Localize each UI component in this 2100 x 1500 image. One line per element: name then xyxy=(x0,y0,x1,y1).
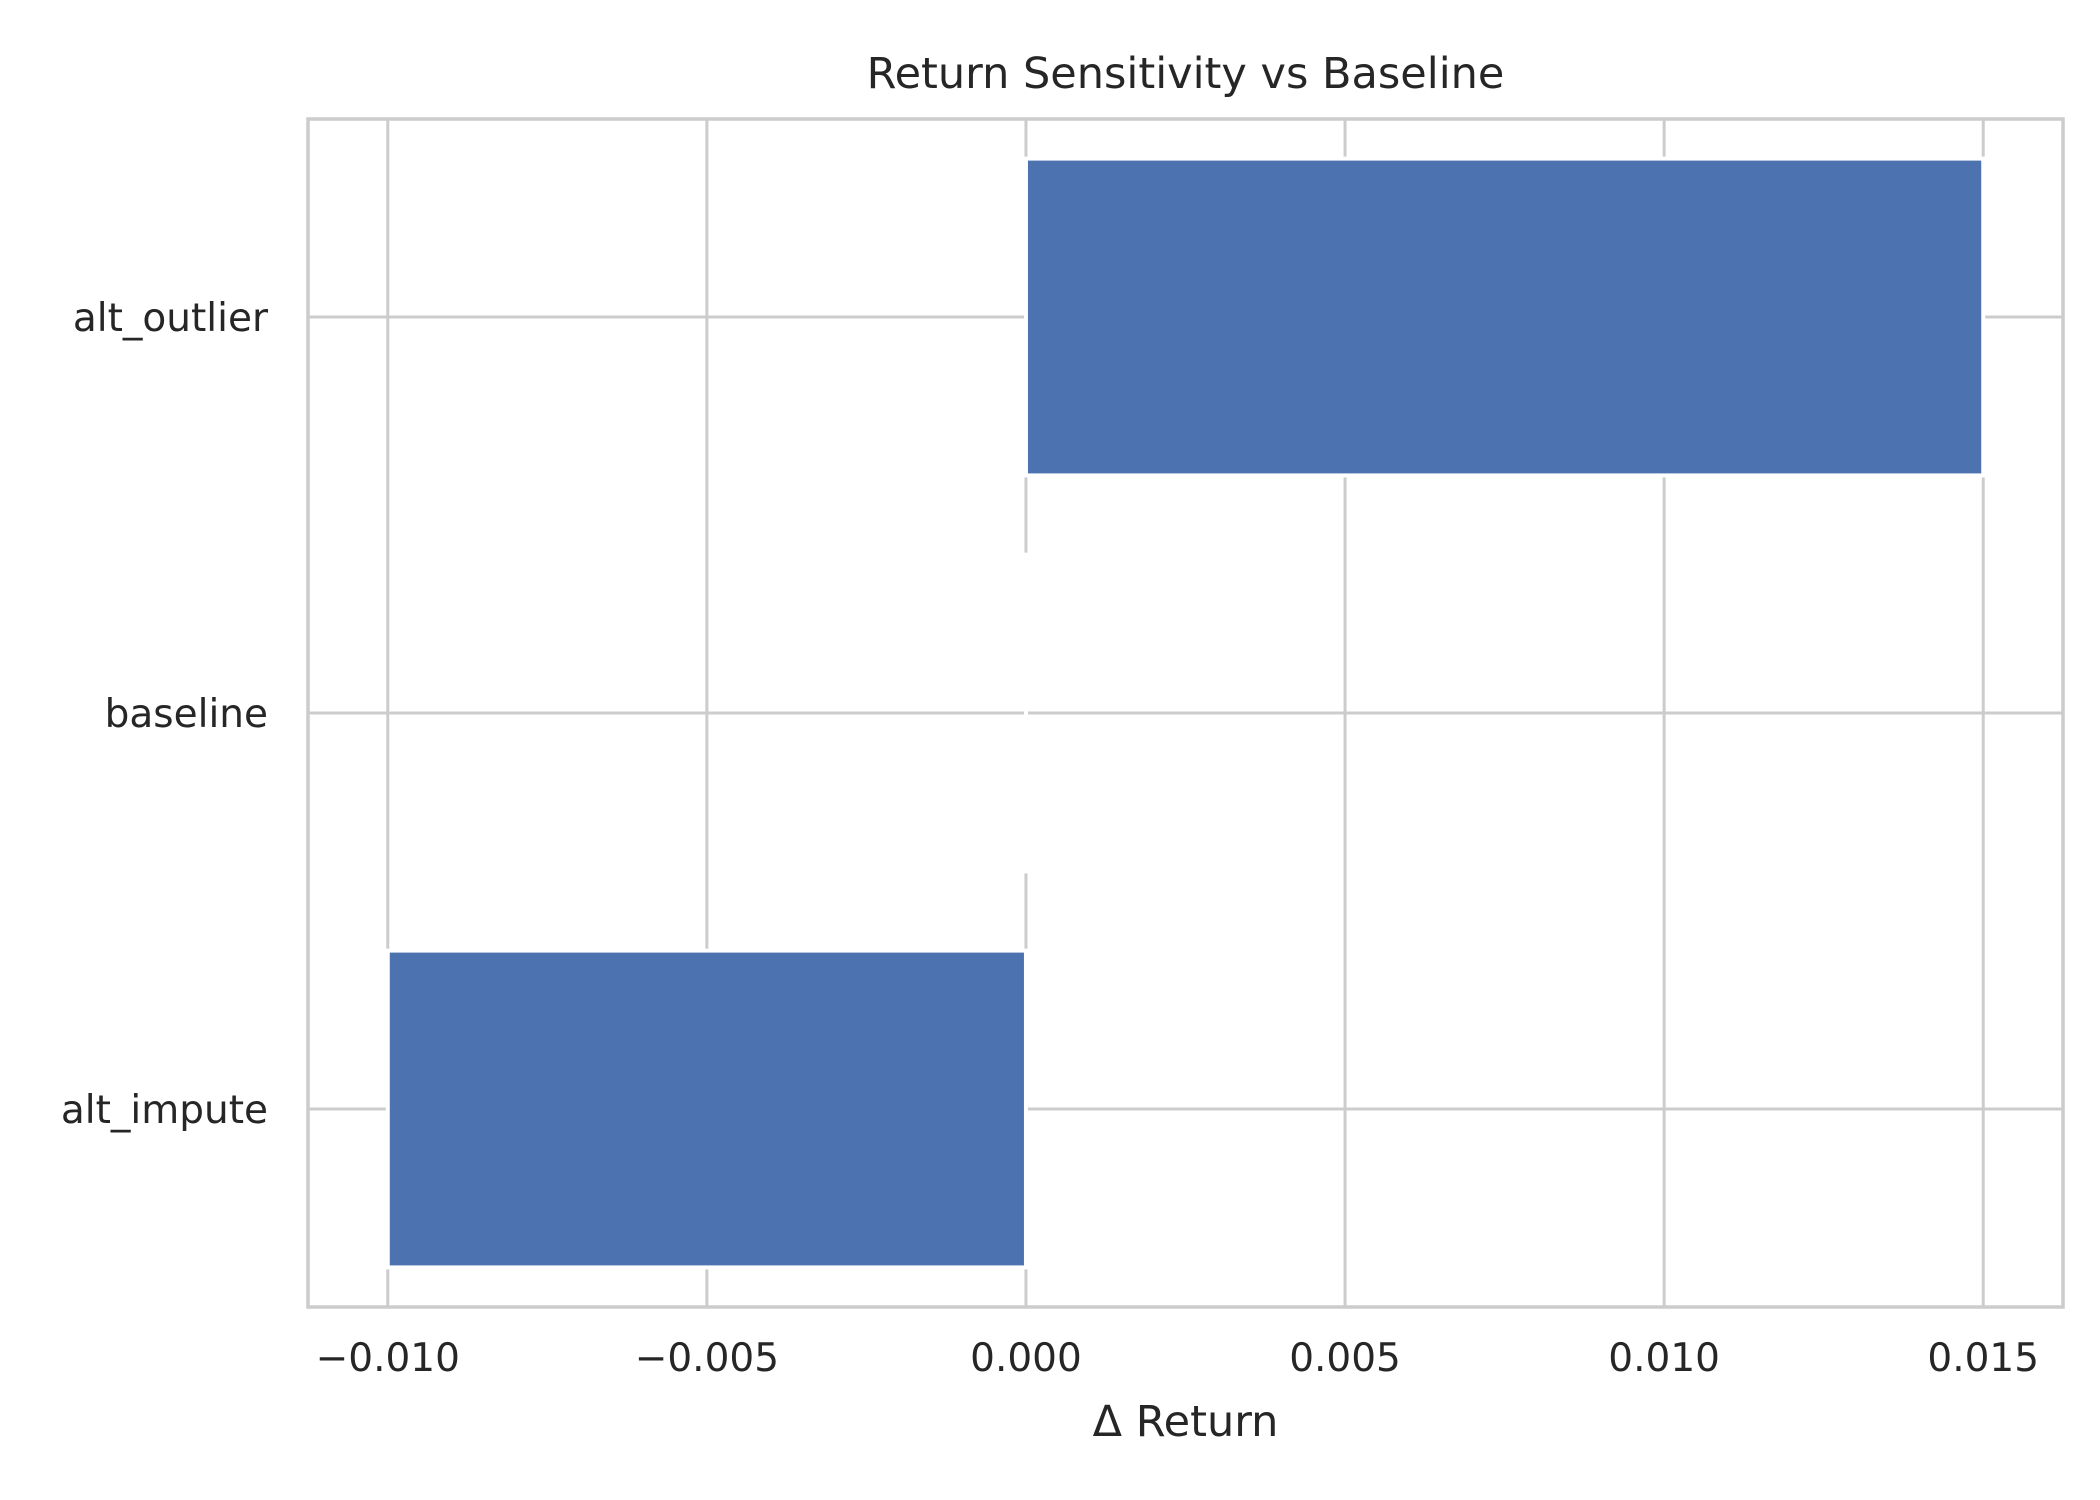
x-tick-label: 0.015 xyxy=(1927,1336,2039,1381)
x-tick-label: 0.000 xyxy=(970,1336,1082,1381)
x-axis-label: Δ Return xyxy=(1093,1397,1279,1447)
y-tick-label: baseline xyxy=(105,692,268,737)
chart-title: Return Sensitivity vs Baseline xyxy=(867,49,1505,99)
y-tick-label: alt_impute xyxy=(61,1088,268,1133)
x-tick-label: 0.005 xyxy=(1289,1336,1401,1381)
x-tick-label: −0.010 xyxy=(316,1336,460,1381)
x-tick-label: 0.010 xyxy=(1608,1336,1720,1381)
bar-alt-impute xyxy=(385,948,1028,1270)
bars xyxy=(385,156,1986,1270)
plot-frame xyxy=(306,117,2065,1309)
y-tick-label: alt_outlier xyxy=(73,296,269,341)
x-tick-label: −0.005 xyxy=(635,1336,779,1381)
y-tick-labels: alt_outlier baseline alt_impute xyxy=(61,296,269,1133)
bar-alt-outlier xyxy=(1023,156,1986,478)
x-tick-labels: −0.010 −0.005 0.000 0.005 0.010 0.015 xyxy=(316,1336,2039,1381)
